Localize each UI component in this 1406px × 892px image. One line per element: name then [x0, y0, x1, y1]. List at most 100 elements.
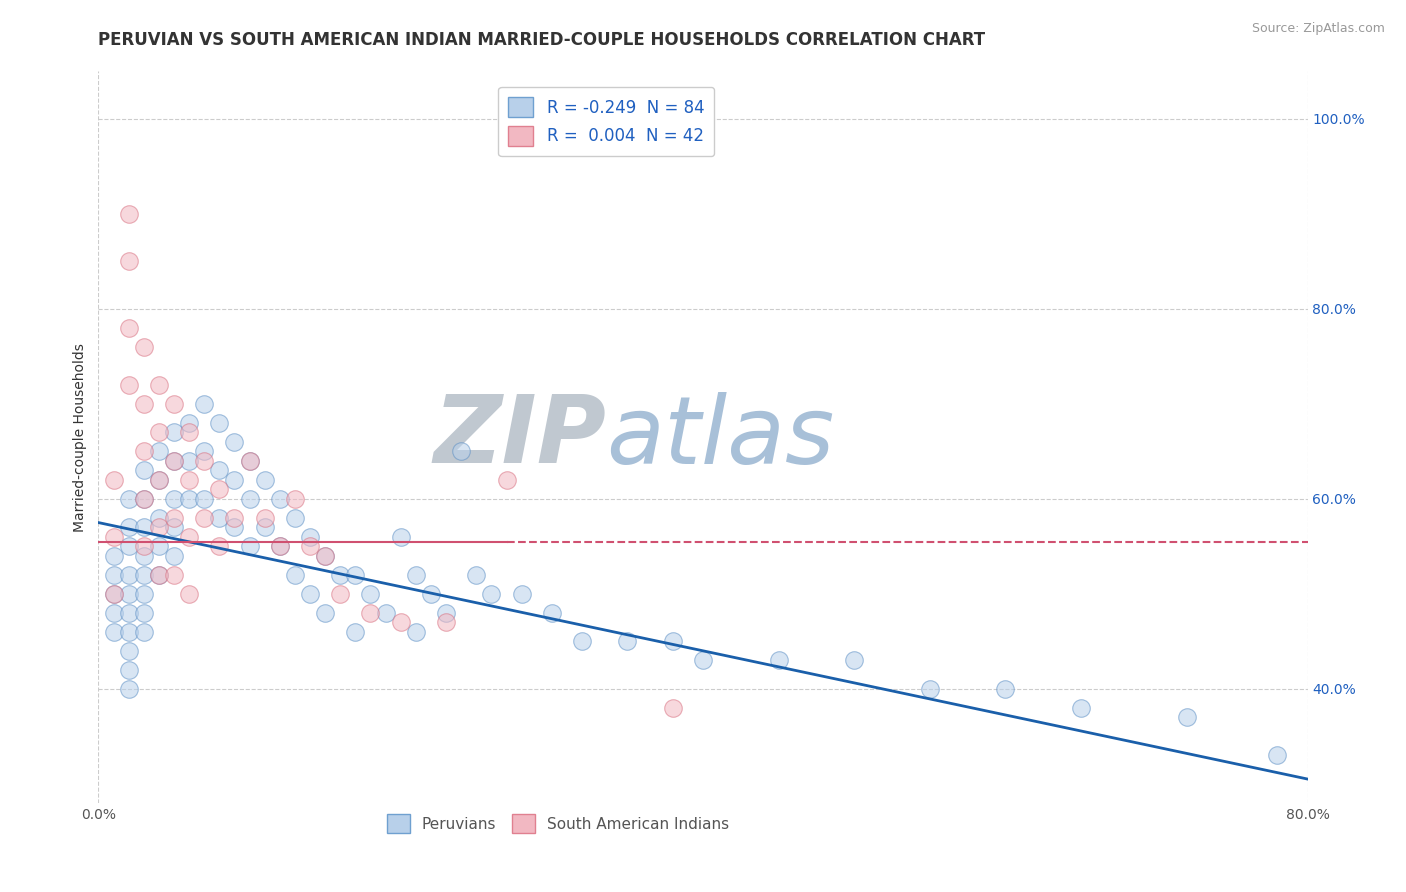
- Point: [692, 653, 714, 667]
- Point: [465, 567, 488, 582]
- Point: [148, 539, 170, 553]
- Point: [389, 530, 412, 544]
- Point: [299, 539, 322, 553]
- Point: [405, 567, 427, 582]
- Point: [118, 567, 141, 582]
- Point: [495, 473, 517, 487]
- Point: [299, 530, 322, 544]
- Point: [148, 511, 170, 525]
- Point: [148, 473, 170, 487]
- Point: [118, 207, 141, 221]
- Point: [918, 681, 941, 696]
- Point: [179, 530, 201, 544]
- Text: atlas: atlas: [606, 392, 835, 483]
- Point: [994, 681, 1017, 696]
- Point: [118, 520, 141, 534]
- Point: [103, 567, 125, 582]
- Point: [1267, 748, 1289, 763]
- Point: [148, 444, 170, 458]
- Point: [118, 624, 141, 639]
- Point: [239, 539, 262, 553]
- Y-axis label: Married-couple Households: Married-couple Households: [73, 343, 87, 532]
- Point: [163, 549, 186, 563]
- Point: [420, 587, 443, 601]
- Point: [844, 653, 866, 667]
- Point: [163, 520, 186, 534]
- Point: [132, 397, 155, 411]
- Point: [193, 444, 215, 458]
- Point: [329, 567, 352, 582]
- Point: [179, 425, 201, 440]
- Point: [132, 340, 155, 354]
- Point: [405, 624, 427, 639]
- Point: [193, 511, 215, 525]
- Point: [239, 454, 262, 468]
- Point: [360, 606, 382, 620]
- Point: [253, 473, 276, 487]
- Point: [132, 549, 155, 563]
- Point: [118, 606, 141, 620]
- Point: [450, 444, 472, 458]
- Point: [179, 473, 201, 487]
- Point: [118, 539, 141, 553]
- Point: [103, 530, 125, 544]
- Point: [193, 397, 215, 411]
- Point: [389, 615, 412, 630]
- Point: [616, 634, 638, 648]
- Point: [239, 491, 262, 506]
- Point: [103, 587, 125, 601]
- Point: [208, 483, 231, 497]
- Point: [132, 491, 155, 506]
- Point: [481, 587, 503, 601]
- Point: [434, 615, 457, 630]
- Point: [148, 377, 170, 392]
- Point: [179, 416, 201, 430]
- Point: [208, 416, 231, 430]
- Point: [314, 549, 336, 563]
- Point: [118, 377, 141, 392]
- Point: [269, 491, 291, 506]
- Point: [193, 491, 215, 506]
- Point: [224, 520, 246, 534]
- Point: [132, 567, 155, 582]
- Point: [118, 321, 141, 335]
- Point: [374, 606, 396, 620]
- Text: ZIP: ZIP: [433, 391, 606, 483]
- Point: [148, 473, 170, 487]
- Point: [314, 549, 336, 563]
- Text: Source: ZipAtlas.com: Source: ZipAtlas.com: [1251, 22, 1385, 36]
- Point: [179, 454, 201, 468]
- Point: [344, 567, 367, 582]
- Point: [284, 511, 307, 525]
- Text: PERUVIAN VS SOUTH AMERICAN INDIAN MARRIED-COUPLE HOUSEHOLDS CORRELATION CHART: PERUVIAN VS SOUTH AMERICAN INDIAN MARRIE…: [98, 31, 986, 49]
- Point: [163, 454, 186, 468]
- Point: [103, 624, 125, 639]
- Point: [768, 653, 790, 667]
- Point: [269, 539, 291, 553]
- Point: [661, 701, 683, 715]
- Point: [540, 606, 562, 620]
- Point: [208, 511, 231, 525]
- Point: [132, 606, 155, 620]
- Point: [224, 511, 246, 525]
- Point: [148, 520, 170, 534]
- Point: [208, 539, 231, 553]
- Point: [163, 425, 186, 440]
- Point: [118, 663, 141, 677]
- Point: [118, 644, 141, 658]
- Point: [132, 539, 155, 553]
- Point: [269, 539, 291, 553]
- Point: [132, 463, 155, 477]
- Point: [344, 624, 367, 639]
- Point: [179, 491, 201, 506]
- Point: [163, 454, 186, 468]
- Point: [163, 491, 186, 506]
- Point: [132, 491, 155, 506]
- Point: [224, 473, 246, 487]
- Point: [224, 434, 246, 449]
- Point: [239, 454, 262, 468]
- Point: [132, 587, 155, 601]
- Point: [118, 587, 141, 601]
- Point: [148, 567, 170, 582]
- Point: [1175, 710, 1198, 724]
